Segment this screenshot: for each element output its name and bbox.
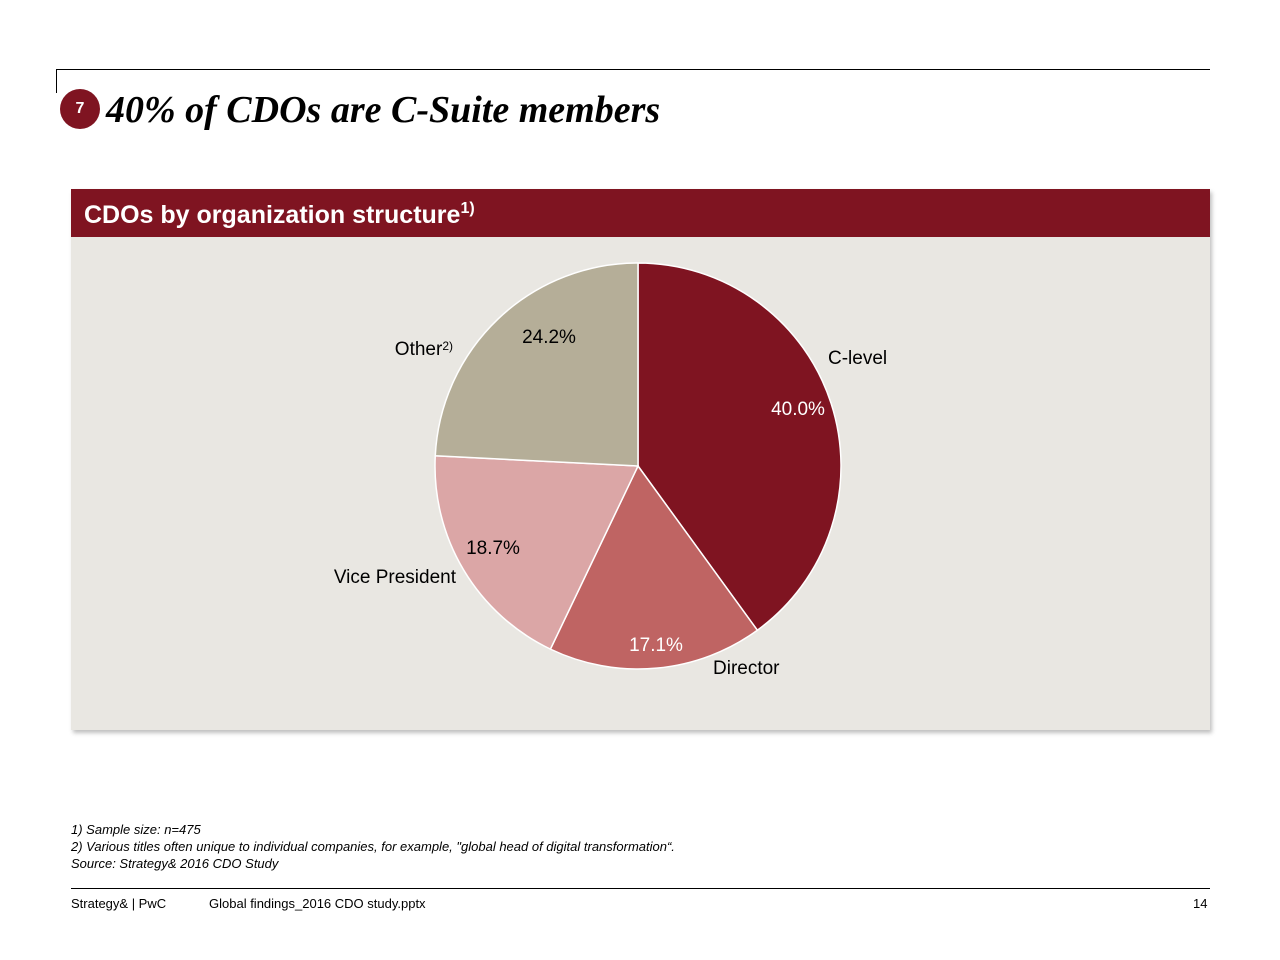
footer-page-number: 14 [1193, 896, 1208, 911]
data-label-c-level: 40.0% [771, 399, 825, 420]
top-rule-tick [56, 69, 57, 93]
footnote-2: 2) Various titles often unique to indivi… [71, 839, 675, 854]
top-rule [56, 69, 1210, 70]
chart-panel-title: CDOs by organization structure [84, 201, 461, 229]
footer-rule [71, 888, 1210, 889]
data-label-director: 17.1% [629, 635, 683, 656]
footnote-1: 1) Sample size: n=475 [71, 822, 201, 837]
category-label-other: Other2) [395, 339, 453, 360]
footer-brand: Strategy& | PwC [71, 896, 167, 911]
pie-slice-vice-president [434, 455, 640, 651]
chart-panel-header: CDOs by organization structure1) [71, 189, 1210, 237]
pie-chart: 40.0% C-level 17.1% Director 18.7% Vice Presi… [334, 262, 887, 679]
data-label-vice-president: 18.7% [466, 538, 520, 559]
slide-number-badge: 7 [60, 89, 100, 129]
chart-panel-title-note: 1) [460, 200, 475, 217]
data-label-other: 24.2% [522, 327, 576, 348]
category-label-director: Director [713, 658, 780, 679]
slide-title: 40% of CDOs are C-Suite members [106, 89, 661, 131]
chart-panel: CDOs by organization structure1) 40.0% C-… [71, 189, 1210, 730]
footnotes: 1) Sample size: n=475 2) Various titles … [71, 821, 675, 872]
pie-slice-director [549, 464, 759, 670]
pie-slice-c-level [637, 262, 842, 632]
category-label-vice-president: Vice President [334, 567, 457, 588]
pie-slice-other [434, 262, 639, 467]
source-note: Source: Strategy& 2016 CDO Study [71, 856, 279, 871]
footer-file-name: Global findings_2016 CDO study.pptx [209, 896, 426, 911]
category-label-c-level: C-level [828, 348, 887, 369]
